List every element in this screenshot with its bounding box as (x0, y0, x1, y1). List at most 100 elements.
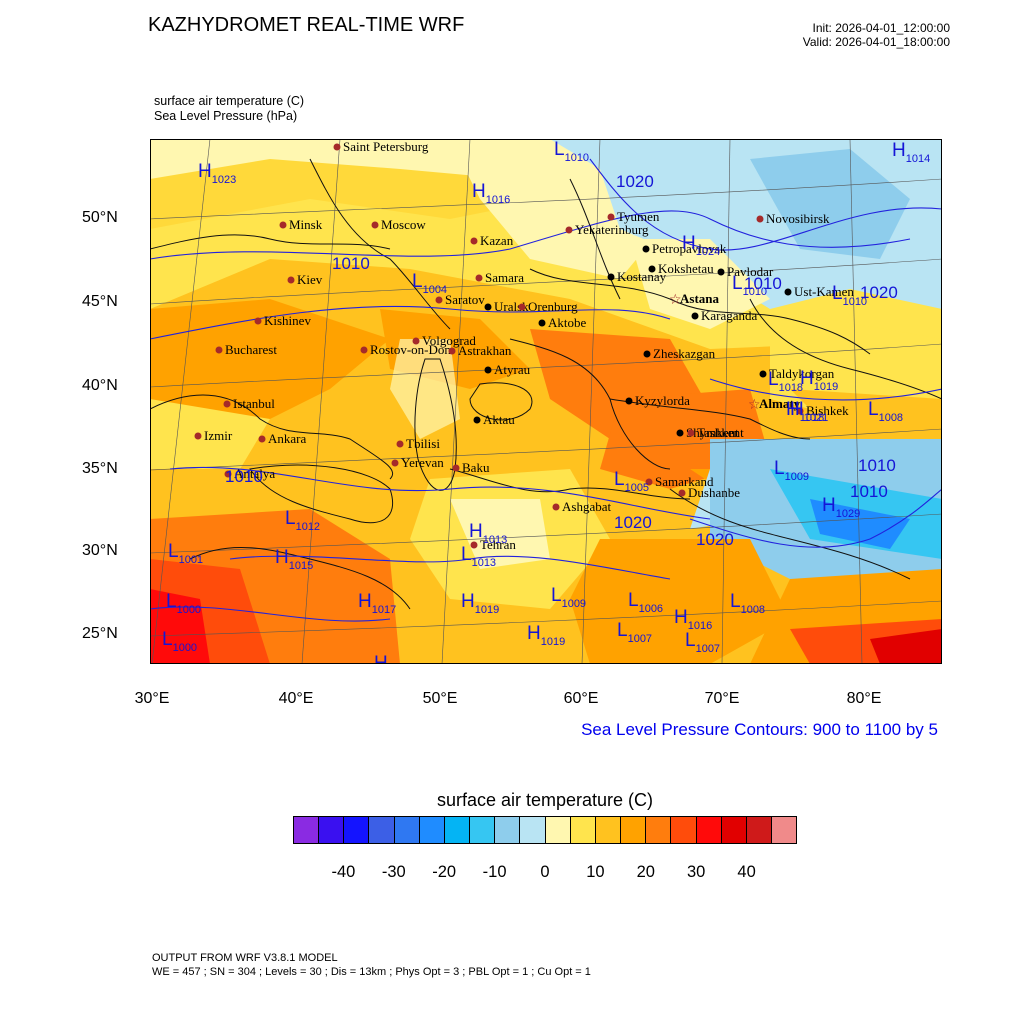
city-label-kazan: Kazan (480, 233, 514, 248)
colorbar-swatch (621, 817, 647, 843)
high-pressure-center: H1014 (892, 140, 930, 165)
city-dot-bishkek (796, 407, 804, 415)
low-pressure-center: L1000 (166, 591, 201, 616)
city-label-saint-petersburg: Saint Petersburg (343, 139, 429, 154)
city-dot-shymkent (676, 429, 684, 437)
city-label-ashgabat: Ashgabat (562, 499, 611, 514)
city-label-shymkent: Shymkent (686, 425, 739, 440)
city-dot-petropavlovsk (642, 245, 650, 253)
lat-label-25: 25°N (82, 625, 118, 642)
city-dot-ashgabat (552, 503, 560, 511)
colorbar-swatch (721, 817, 747, 843)
city-label-taldykorgan: Taldykorgan (769, 366, 835, 381)
city-dot-novosibirsk (756, 215, 764, 223)
city-dot-pavlodar (717, 268, 725, 276)
map-frame (150, 139, 942, 664)
city-dot-istanbul (223, 400, 231, 408)
isobar-value-label: 1020 (696, 530, 734, 549)
city-label-petropavlovsk: Petropavlovsk (652, 241, 727, 256)
low-pressure-center: L1018 (768, 369, 803, 394)
forecast-map: Saint Petersburg Minsk Moscow Kazan Yekateri… (150, 139, 942, 664)
low-pressure-center: L1008 (730, 591, 765, 616)
init-time: Init: 2026-04-01_12:00:00 (812, 21, 950, 35)
city-dot-kyzylorda (625, 397, 633, 405)
city-label-zheskazgan: Zheskazgan (653, 346, 716, 361)
lat-label-35: 35°N (82, 460, 118, 477)
city-dot-samara (475, 274, 483, 282)
colorbar-tick-label: 40 (737, 863, 756, 881)
city-label-saratov: Saratov (445, 292, 485, 307)
city-label-aktobe: Aktobe (548, 315, 587, 330)
isobar-value-label: 1010 (744, 274, 782, 293)
high-pressure-center: H1021 (790, 399, 828, 424)
city-dot-moscow (371, 221, 379, 229)
city-dot-volgograd (412, 337, 420, 345)
high-pressure-center: H1029 (822, 495, 860, 520)
city-dot-ankara (258, 435, 266, 443)
city-dot-saratov (435, 296, 443, 304)
graticule (150, 139, 942, 664)
city-label-atyrau: Atyrau (494, 362, 531, 377)
low-pressure-center: L1010 (554, 139, 589, 164)
low-pressure-center: L1010 (732, 273, 767, 298)
model-config: WE = 457 ; SN = 304 ; Levels = 30 ; Dis … (152, 966, 591, 978)
isobar-value-label: 1020 (616, 172, 654, 191)
low-pressure-center: L1007 (685, 630, 720, 655)
high-pressure-center: H1019 (527, 623, 565, 648)
city-label-volgograd: Volgograd (422, 333, 476, 348)
model-info: OUTPUT FROM WRF V3.8.1 MODEL (152, 952, 338, 964)
colorbar-swatch (746, 817, 772, 843)
colorbar-swatch (470, 817, 496, 843)
colorbar-tick-label: -20 (432, 863, 457, 881)
isobars (150, 158, 942, 622)
colorbar-swatch (319, 817, 345, 843)
valid-time: Valid: 2026-04-01_18:00:00 (802, 35, 950, 49)
colorbar-swatch (671, 817, 697, 843)
city-dot-tyumen (607, 213, 615, 221)
lon-label-80: 80°E (846, 690, 882, 707)
capital-star-icon: ☆ (748, 396, 761, 412)
low-pressure-center: L1013 (461, 544, 496, 569)
city-dot-tbilisi (396, 440, 404, 448)
city-label-tehran: Tehran (480, 537, 516, 552)
city-label-bishkek: Bishkek (806, 403, 849, 418)
city-dot-samarkand (645, 478, 653, 486)
city-dot-kostanay (607, 273, 615, 281)
field-label-temperature: surface air temperature (C) (154, 94, 305, 108)
low-pressure-center: L1008 (868, 399, 903, 424)
colorbar-swatch (545, 817, 571, 843)
isobar-value-label: 1010 (332, 254, 370, 273)
colorbar-tick-label: -40 (331, 863, 356, 881)
high-pressure-center: H1013 (469, 521, 507, 546)
low-pressure-center: L1010 (832, 283, 867, 308)
high-pressure-center: H1016 (472, 181, 510, 206)
high-pressure-center: H (374, 653, 388, 664)
city-dot-kishinev (254, 317, 262, 325)
city-dot-minsk (279, 221, 287, 229)
low-pressure-center: L1000 (162, 629, 197, 654)
high-pressure-center: H1015 (275, 547, 313, 572)
colorbar-title: surface air temperature (C) (436, 790, 654, 810)
city-label-baku: Baku (462, 460, 490, 475)
pressure-centers: L1010 H1014 H1023 H1016 L1004 H1024 L1010 L1010… (162, 139, 930, 664)
colorbar-swatch (595, 817, 622, 843)
colorbar-swatch (294, 817, 320, 843)
city-label-yekaterinburg: Yekaterinburg (575, 222, 649, 237)
city-label-karaganda: Karaganda (701, 308, 758, 323)
city-label-dushanbe: Dushanbe (688, 485, 740, 500)
city-dot-kokshetau (648, 265, 656, 273)
city-label-kyzylorda: Kyzylorda (635, 393, 690, 408)
colorbar-swatch (419, 817, 445, 843)
city-dot-aktau (473, 416, 481, 424)
city-dot-zheskazgan (643, 350, 651, 358)
high-pressure-center: H1017 (358, 591, 396, 616)
lat-label-30: 30°N (82, 542, 118, 559)
run-times: Init: 2026-04-01_12:00:00 Valid: 2026-04… (803, 21, 950, 49)
city-label-kiev: Kiev (297, 272, 323, 287)
city-dot-baku (452, 464, 460, 472)
isobar-value-label: 1020 (860, 283, 898, 302)
colorbar-tick-label: -10 (482, 863, 507, 881)
colorbar-swatch (444, 817, 471, 843)
low-pressure-center: L1012 (285, 508, 320, 533)
chart-title: KAZHYDROMET REAL-TIME WRF (148, 14, 465, 36)
